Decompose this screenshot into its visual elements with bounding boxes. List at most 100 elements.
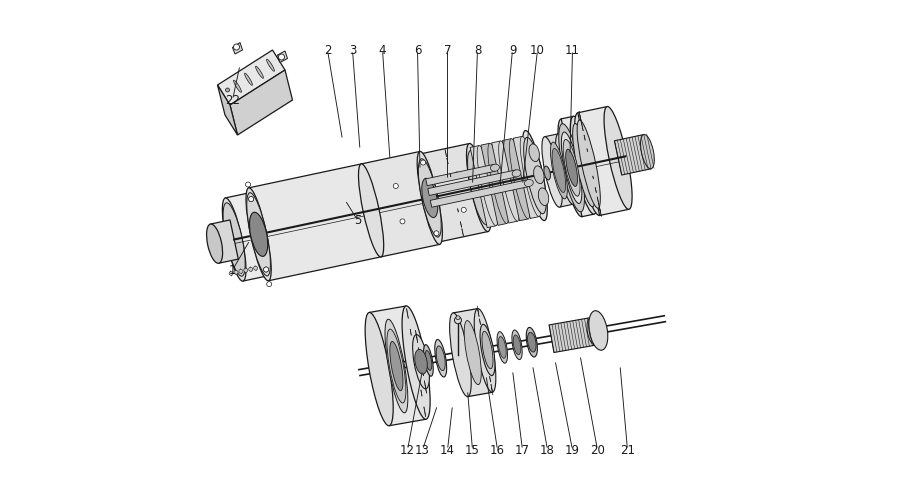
- Polygon shape: [218, 50, 285, 105]
- Ellipse shape: [474, 308, 496, 392]
- Ellipse shape: [418, 152, 443, 244]
- Ellipse shape: [402, 306, 430, 419]
- Text: 22: 22: [225, 94, 240, 106]
- Ellipse shape: [497, 332, 508, 363]
- Circle shape: [230, 272, 233, 276]
- Ellipse shape: [526, 328, 537, 357]
- Text: 16: 16: [490, 444, 505, 456]
- Polygon shape: [277, 51, 287, 62]
- Text: 15: 15: [465, 444, 480, 456]
- Text: 11: 11: [565, 44, 580, 57]
- Circle shape: [400, 219, 405, 224]
- Ellipse shape: [534, 166, 544, 184]
- Circle shape: [246, 182, 250, 187]
- Ellipse shape: [424, 344, 433, 376]
- Ellipse shape: [555, 134, 576, 204]
- Circle shape: [454, 316, 462, 324]
- Ellipse shape: [544, 166, 551, 180]
- Circle shape: [393, 184, 399, 188]
- Ellipse shape: [575, 112, 603, 216]
- Text: 8: 8: [473, 44, 482, 57]
- Circle shape: [434, 231, 439, 236]
- Circle shape: [420, 160, 426, 165]
- Polygon shape: [428, 170, 518, 196]
- Ellipse shape: [499, 336, 506, 358]
- Ellipse shape: [499, 141, 519, 221]
- Ellipse shape: [587, 318, 599, 345]
- Text: 3: 3: [349, 44, 356, 57]
- Ellipse shape: [425, 350, 432, 370]
- Text: 7: 7: [444, 44, 451, 57]
- Ellipse shape: [422, 178, 437, 218]
- Ellipse shape: [385, 320, 408, 413]
- Polygon shape: [502, 138, 528, 221]
- Ellipse shape: [491, 164, 500, 172]
- Polygon shape: [513, 136, 539, 218]
- Circle shape: [256, 232, 261, 237]
- Ellipse shape: [482, 332, 493, 368]
- Polygon shape: [211, 220, 239, 263]
- Polygon shape: [426, 164, 496, 186]
- Ellipse shape: [542, 136, 562, 207]
- Circle shape: [248, 267, 253, 271]
- Ellipse shape: [249, 212, 267, 256]
- Polygon shape: [453, 308, 492, 396]
- Ellipse shape: [523, 130, 547, 220]
- Polygon shape: [369, 306, 426, 426]
- Ellipse shape: [435, 340, 446, 377]
- Circle shape: [461, 208, 466, 212]
- Circle shape: [254, 266, 257, 270]
- Ellipse shape: [552, 148, 566, 192]
- Text: 2: 2: [324, 44, 331, 57]
- Polygon shape: [562, 116, 594, 216]
- Ellipse shape: [562, 132, 581, 204]
- Text: 21: 21: [620, 444, 635, 456]
- Circle shape: [278, 54, 284, 60]
- Ellipse shape: [418, 159, 441, 237]
- Circle shape: [226, 88, 230, 92]
- Ellipse shape: [641, 134, 654, 169]
- Ellipse shape: [466, 144, 490, 232]
- Circle shape: [456, 316, 460, 320]
- Circle shape: [264, 267, 268, 272]
- Ellipse shape: [558, 119, 585, 216]
- Text: 20: 20: [590, 444, 605, 456]
- Polygon shape: [420, 144, 488, 242]
- Ellipse shape: [566, 149, 578, 186]
- Text: 4: 4: [379, 44, 386, 57]
- Ellipse shape: [577, 120, 600, 208]
- Ellipse shape: [266, 59, 274, 72]
- Polygon shape: [248, 164, 381, 281]
- Polygon shape: [218, 85, 238, 135]
- Polygon shape: [578, 106, 629, 216]
- Ellipse shape: [604, 106, 632, 210]
- Polygon shape: [491, 141, 518, 223]
- Ellipse shape: [358, 164, 383, 257]
- Ellipse shape: [464, 320, 482, 384]
- Text: 6: 6: [414, 44, 421, 57]
- Ellipse shape: [477, 146, 498, 226]
- Polygon shape: [481, 144, 507, 226]
- Circle shape: [266, 282, 272, 286]
- Circle shape: [256, 232, 261, 237]
- Text: 1: 1: [229, 264, 236, 276]
- Circle shape: [238, 270, 243, 274]
- Ellipse shape: [415, 350, 428, 374]
- Ellipse shape: [520, 136, 541, 216]
- Circle shape: [233, 44, 239, 50]
- Circle shape: [244, 268, 248, 272]
- Circle shape: [454, 172, 460, 177]
- Polygon shape: [430, 180, 529, 207]
- Ellipse shape: [223, 203, 245, 276]
- Polygon shape: [470, 146, 496, 228]
- Ellipse shape: [527, 332, 536, 352]
- Polygon shape: [361, 152, 440, 257]
- Ellipse shape: [246, 188, 271, 281]
- Ellipse shape: [571, 116, 598, 214]
- Text: 9: 9: [508, 44, 517, 57]
- Ellipse shape: [412, 334, 429, 389]
- Ellipse shape: [589, 310, 608, 350]
- Ellipse shape: [207, 224, 222, 264]
- Text: 19: 19: [565, 444, 580, 456]
- Text: 14: 14: [440, 444, 455, 456]
